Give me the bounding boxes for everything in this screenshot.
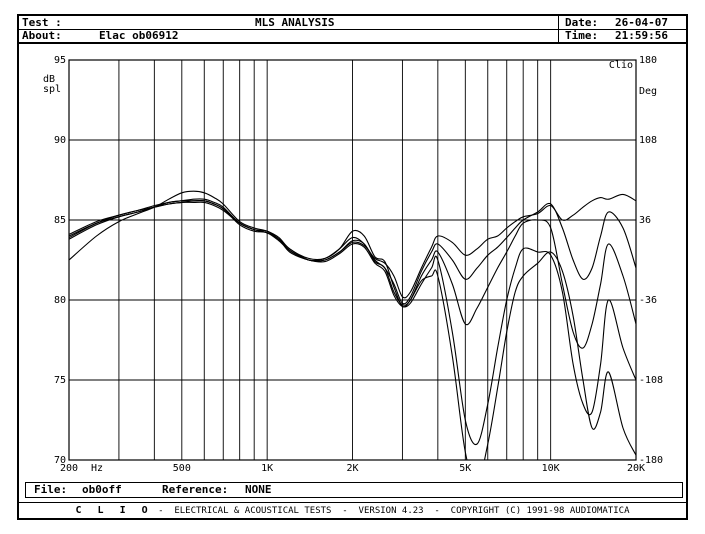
series-line-3 bbox=[69, 199, 636, 349]
x-tick-label: 1K bbox=[261, 463, 273, 474]
header-row-2: About: Elac ob06912 Time: 21:59:56 bbox=[19, 29, 686, 44]
y-tick-label: 85 bbox=[54, 215, 66, 226]
about-label: About: bbox=[22, 29, 62, 42]
x-axis-unit: Hz bbox=[91, 463, 103, 474]
header-row-1: Test : MLS ANALYSIS Date: 26-04-07 bbox=[19, 16, 686, 30]
y-axis-label-db: dB bbox=[43, 74, 55, 85]
x-tick-label: 10K bbox=[542, 463, 560, 474]
y2-tick-label: 180 bbox=[639, 55, 657, 66]
time-value: 21:59:56 bbox=[615, 29, 668, 42]
credits-text: - ELECTRICAL & ACOUSTICAL TESTS - VERSIO… bbox=[158, 506, 630, 516]
test-label: Test : bbox=[22, 16, 62, 29]
y-tick-label: 75 bbox=[54, 375, 66, 386]
chart-axes: 95 90 85 80 75 70 180 108 36 -36 -108 -180 200 500 1K 2… bbox=[54, 55, 663, 474]
time-label: Time: bbox=[565, 29, 599, 42]
about-value: Elac ob06912 bbox=[99, 29, 179, 42]
y-tick-label: 95 bbox=[54, 55, 66, 66]
y2-tick-label: 36 bbox=[639, 215, 651, 226]
y2-axis-label: Deg bbox=[639, 86, 657, 97]
y-axis-label-spl: spl bbox=[43, 84, 61, 95]
chart-grid bbox=[68, 59, 637, 461]
y2-tick-label: 108 bbox=[639, 135, 657, 146]
reference-label: Reference: bbox=[162, 483, 229, 496]
frequency-response-chart: 95 90 85 80 75 70 180 108 36 -36 -108 -180 200 500 1K 2… bbox=[43, 55, 663, 474]
file-value: ob0off bbox=[82, 483, 122, 496]
chart-title: MLS ANALYSIS bbox=[255, 16, 335, 29]
y2-tick-label: -108 bbox=[639, 375, 663, 386]
header-divider bbox=[558, 16, 559, 43]
clio-brand: C L I O bbox=[75, 505, 153, 516]
y-tick-label: 70 bbox=[54, 455, 66, 466]
x-tick-label: 2K bbox=[346, 463, 358, 474]
window-frame bbox=[17, 14, 688, 520]
file-label: File: bbox=[34, 483, 68, 496]
y2-tick-label: -180 bbox=[639, 455, 663, 466]
series-line-5 bbox=[69, 190, 636, 460]
chart-series bbox=[69, 190, 636, 460]
x-tick-label: 20K bbox=[627, 463, 645, 474]
x-tick-label: 200 bbox=[60, 463, 78, 474]
x-tick-label: 500 bbox=[173, 463, 191, 474]
date-value: 26-04-07 bbox=[615, 16, 668, 29]
y-tick-label: 90 bbox=[54, 135, 66, 146]
reference-value: NONE bbox=[245, 483, 272, 496]
series-line-4 bbox=[69, 201, 636, 446]
y2-tick-label: -36 bbox=[639, 295, 657, 306]
x-tick-label: 5K bbox=[459, 463, 471, 474]
y-tick-label: 80 bbox=[54, 295, 66, 306]
credits-bar: C L I O - ELECTRICAL & ACOUSTICAL TESTS … bbox=[19, 502, 686, 519]
date-label: Date: bbox=[565, 16, 599, 29]
footer-bar: File: ob0off Reference: NONE bbox=[25, 482, 683, 498]
corner-label: Clio bbox=[609, 60, 633, 71]
